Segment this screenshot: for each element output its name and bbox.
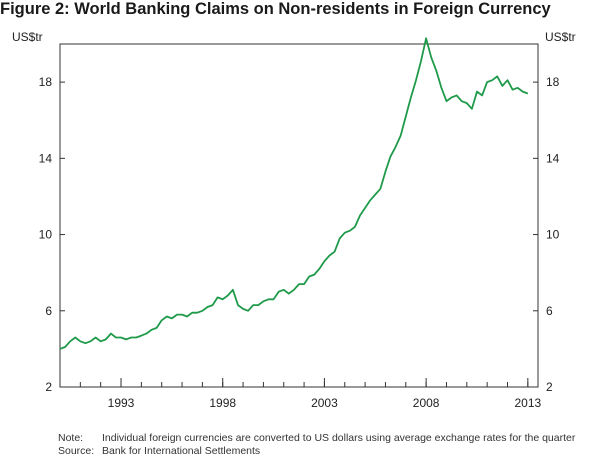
y-tick-label-right: 10	[546, 228, 560, 242]
series-group	[59, 37, 529, 350]
note-label: Note:	[58, 432, 84, 444]
y-tick-label-left: 2	[45, 380, 52, 394]
x-tick-label: 2013	[514, 396, 541, 410]
y-tick-label-left: 18	[39, 75, 53, 89]
x-tick-label: 2003	[311, 396, 338, 410]
x-tick-label: 2008	[413, 396, 440, 410]
series-line	[59, 37, 529, 350]
y-tick-label-left: 10	[39, 228, 53, 242]
y-tick-label-left: 14	[39, 151, 53, 165]
x-tick-label: 1993	[108, 396, 135, 410]
y-tick-label-right: 2	[546, 380, 553, 394]
y-tick-label-right: 18	[546, 75, 560, 89]
figure-title: Figure 2: World Banking Claims on Non-re…	[0, 0, 551, 18]
plot-area: 1993 1998 2003 2008 2013 2 2 6 6 10 10 14 14 18 18	[39, 37, 560, 410]
source-label: Source:	[58, 445, 95, 457]
y-tick-label-right: 6	[546, 304, 553, 318]
y-axis-label-left: US$tr	[12, 30, 43, 44]
y-axis-ticks: 2 2 6 6 10 10 14 14 18 18	[39, 75, 560, 394]
notes: Note: Individual foreign currencies are …	[58, 432, 598, 458]
y-tick-label-right: 14	[546, 151, 560, 165]
x-tick-label: 1998	[209, 396, 236, 410]
note-row: Note: Individual foreign currencies are …	[58, 432, 598, 445]
note-text: Individual foreign currencies are conver…	[102, 432, 576, 444]
y-tick-label-left: 6	[45, 304, 52, 318]
chart: 1993 1998 2003 2008 2013 2 2 6 6 10 10 14 14 18 18 US…	[12, 30, 576, 410]
x-axis-ticks: 1993 1998 2003 2008 2013	[79, 378, 541, 410]
plot-frame	[59, 43, 539, 388]
source-row: Source: Bank for International Settlemen…	[58, 445, 598, 458]
y-axis-label-right: US$tr	[545, 30, 576, 44]
source-text: Bank for International Settlements	[102, 445, 261, 457]
